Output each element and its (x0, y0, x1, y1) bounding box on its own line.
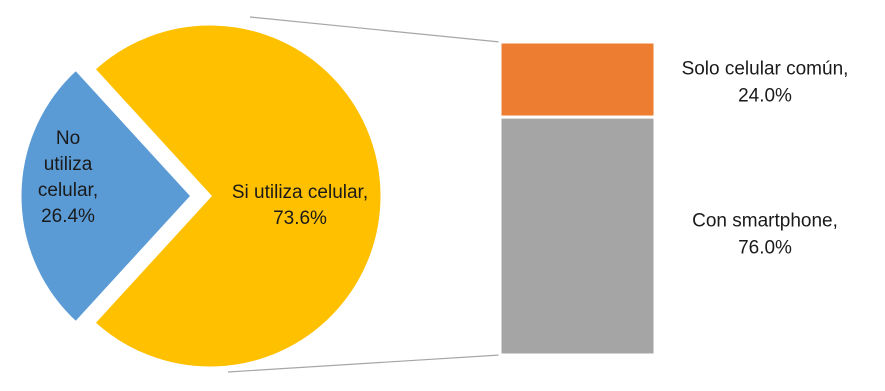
bar-label-line: Solo celular común, (682, 59, 849, 80)
breakdown-bar (498, 40, 657, 357)
bar-label-line: 24.0% (738, 86, 792, 107)
bar-segment-basic-phone (498, 40, 657, 119)
bar-label-line: Con smartphone, (692, 211, 838, 232)
pie-label-no-phone: No utiliza celular, 26.4% (38, 128, 98, 227)
pie-label-line: 26.4% (41, 206, 95, 227)
bar-label-line: 76.0% (738, 238, 792, 259)
bar-label-basic-phone: Solo celular común, 24.0% (682, 59, 849, 107)
bar-segment-smartphone (498, 115, 657, 357)
connector-bottom (227, 354, 501, 373)
pie-slice-uses-phone (91, 22, 384, 370)
pie-label-line: utiliza (44, 154, 93, 175)
pie-label-line: 73.6% (273, 208, 327, 229)
pie-label-uses-phone: Si utiliza celular, 73.6% (232, 182, 368, 229)
pie-label-line: Si utiliza celular, (232, 182, 368, 203)
connector-lines (227, 16, 501, 373)
data-labels: Si utiliza celular, 73.6% No utiliza celular… (38, 59, 849, 259)
pie-slices (18, 22, 384, 370)
pie-label-line: celular, (38, 180, 98, 201)
bar-label-smartphone: Con smartphone, 76.0% (692, 211, 838, 259)
connector-top (249, 16, 501, 43)
pie-slice-no-phone (18, 67, 195, 325)
pie-label-line: No (56, 128, 80, 149)
